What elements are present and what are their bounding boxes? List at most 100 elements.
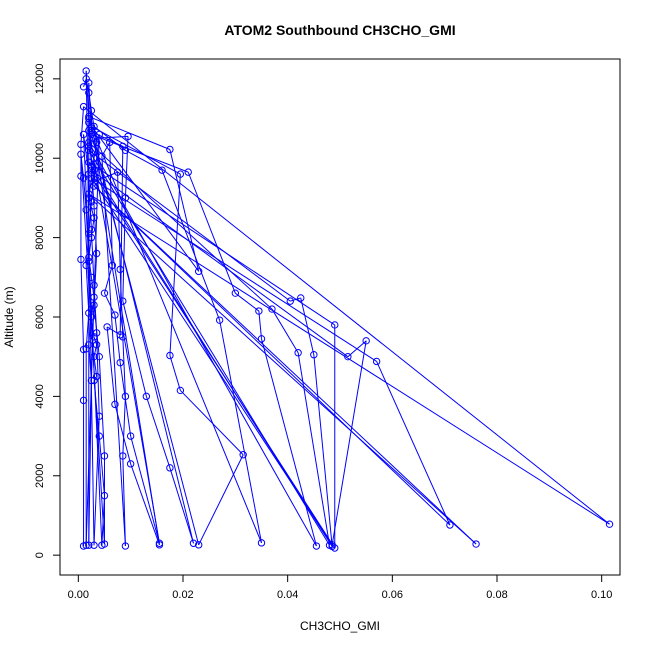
data-point bbox=[82, 206, 90, 214]
series-segment bbox=[169, 467, 194, 544]
series-segment bbox=[88, 193, 477, 545]
series-segment bbox=[91, 133, 189, 173]
x-axis-label: CH3CHO_GMI bbox=[300, 619, 380, 633]
y-axis: 0 2000 4000 6000 8000 10000 12000 bbox=[34, 64, 61, 558]
chart-title: ATOM2 Southbound CH3CHO_GMI bbox=[224, 22, 455, 38]
series-segment bbox=[91, 126, 181, 175]
series-segment bbox=[96, 332, 100, 417]
data-point bbox=[90, 154, 98, 162]
data-point bbox=[155, 541, 164, 549]
series-segment bbox=[300, 297, 315, 355]
data-point bbox=[126, 432, 135, 440]
data-point bbox=[446, 521, 454, 529]
series-segment bbox=[122, 396, 126, 456]
data-point bbox=[90, 134, 98, 143]
series-segment bbox=[145, 396, 171, 468]
data-point bbox=[77, 172, 85, 180]
series-segment bbox=[91, 177, 377, 362]
series-points bbox=[77, 67, 614, 552]
data-point bbox=[95, 352, 103, 361]
data-point bbox=[111, 400, 119, 409]
data-point bbox=[77, 140, 85, 149]
data-point bbox=[85, 229, 93, 238]
y-tick-label: 6000 bbox=[34, 305, 46, 329]
data-point bbox=[98, 152, 106, 160]
series-segment bbox=[88, 149, 291, 302]
data-point bbox=[119, 142, 127, 151]
data-point bbox=[362, 337, 370, 345]
series-segment bbox=[88, 82, 92, 131]
data-point bbox=[116, 358, 124, 367]
series-segment bbox=[219, 320, 262, 543]
data-point bbox=[100, 540, 109, 548]
y-tick-label: 8000 bbox=[34, 225, 46, 249]
data-point bbox=[116, 331, 124, 339]
data-point bbox=[90, 333, 98, 341]
data-point bbox=[100, 289, 109, 297]
data-point bbox=[90, 301, 98, 309]
data-point bbox=[85, 118, 93, 127]
data-point bbox=[87, 162, 96, 170]
series-segment bbox=[101, 156, 126, 547]
series-segment bbox=[88, 146, 95, 171]
data-point bbox=[87, 122, 96, 131]
data-point bbox=[92, 329, 101, 337]
series-segment bbox=[88, 122, 200, 272]
data-point bbox=[344, 352, 352, 361]
data-point bbox=[176, 386, 185, 395]
data-point bbox=[121, 392, 130, 401]
data-point bbox=[87, 126, 96, 135]
data-point bbox=[85, 142, 93, 151]
data-point bbox=[472, 540, 480, 548]
data-point bbox=[77, 255, 85, 264]
data-point bbox=[85, 170, 93, 178]
data-point bbox=[85, 253, 93, 262]
data-point bbox=[85, 89, 93, 97]
data-point bbox=[257, 335, 266, 343]
series-segment bbox=[114, 314, 121, 363]
data-point bbox=[90, 202, 98, 210]
y-tick-label: 4000 bbox=[34, 384, 46, 408]
data-point bbox=[85, 114, 93, 123]
data-point bbox=[103, 323, 111, 331]
data-point bbox=[108, 261, 117, 270]
series-segment bbox=[235, 292, 260, 312]
data-point bbox=[100, 452, 109, 460]
data-point bbox=[87, 198, 96, 206]
data-point bbox=[106, 138, 114, 147]
x-tick-label: 0.10 bbox=[591, 589, 612, 601]
data-point bbox=[85, 138, 93, 147]
data-point bbox=[268, 305, 276, 313]
data-point bbox=[85, 309, 93, 317]
x-axis: 0.00 0.02 0.04 0.06 0.08 0.10 bbox=[68, 574, 612, 601]
series-segment bbox=[85, 265, 90, 314]
data-point bbox=[231, 289, 240, 297]
series-segment bbox=[130, 435, 160, 544]
data-point bbox=[85, 257, 93, 266]
data-point bbox=[87, 174, 96, 182]
data-point bbox=[605, 520, 614, 528]
series-segment bbox=[169, 174, 181, 356]
data-point bbox=[100, 491, 109, 500]
series-segment bbox=[261, 338, 317, 547]
data-point bbox=[189, 539, 198, 547]
data-point bbox=[85, 194, 93, 202]
data-point bbox=[82, 75, 90, 83]
series-segment bbox=[180, 390, 244, 456]
series-lines bbox=[80, 70, 610, 549]
data-point bbox=[90, 352, 98, 361]
series-segment bbox=[101, 142, 111, 157]
x-tick-label: 0.02 bbox=[172, 589, 193, 601]
series-segment bbox=[106, 326, 116, 405]
data-point bbox=[90, 178, 98, 186]
data-point bbox=[121, 194, 130, 202]
series-segment bbox=[169, 149, 200, 272]
data-point bbox=[257, 539, 266, 547]
data-point bbox=[121, 542, 130, 550]
series-segment bbox=[90, 177, 333, 546]
series-segment bbox=[106, 326, 121, 336]
series-segment bbox=[331, 340, 367, 545]
data-point bbox=[87, 313, 96, 321]
series-segment bbox=[90, 229, 95, 286]
